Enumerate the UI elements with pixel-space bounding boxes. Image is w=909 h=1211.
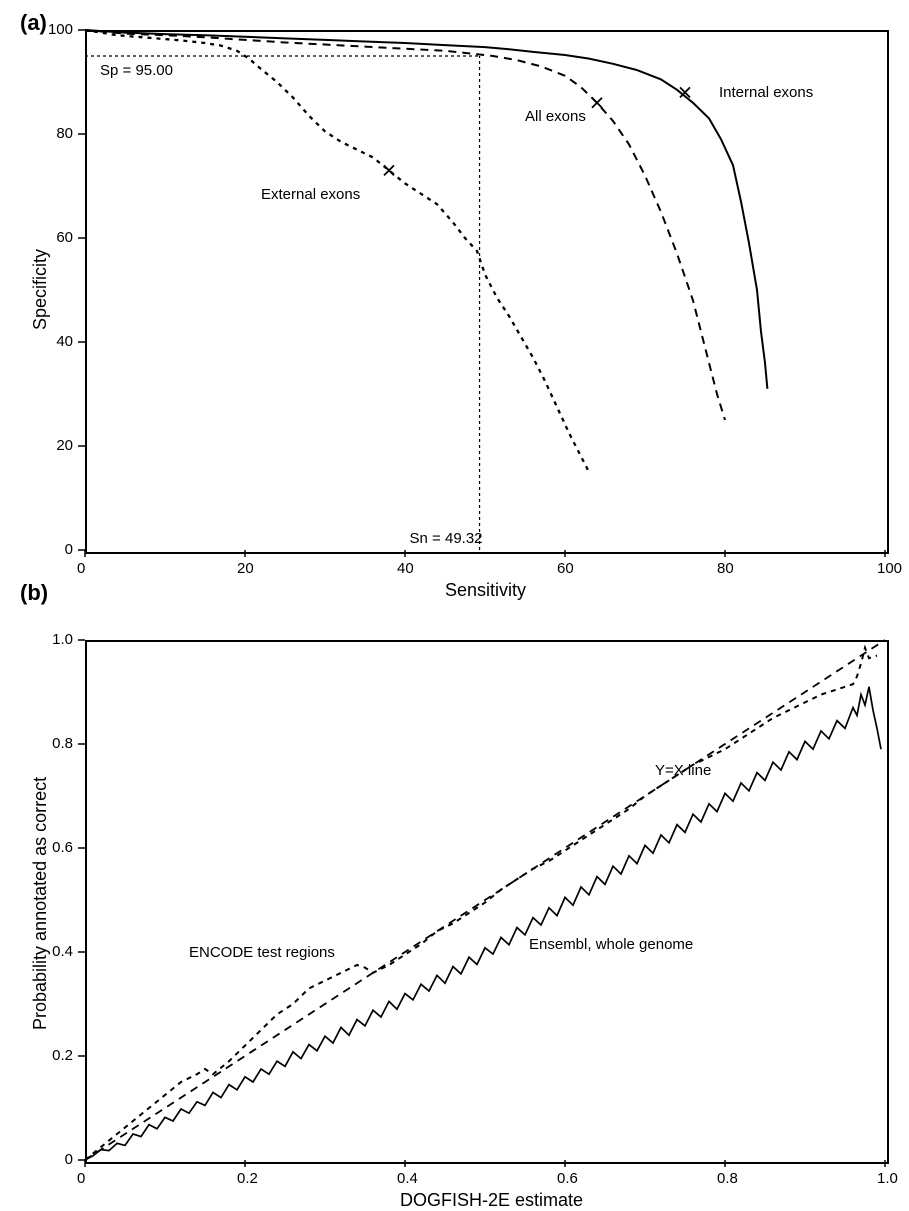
- panel-b-svg: [0, 0, 909, 1200]
- xtick-label: 20: [237, 560, 254, 577]
- ytick-label: 0.6: [52, 839, 73, 856]
- ytick-label: 60: [56, 229, 73, 246]
- ytick-label: 100: [48, 21, 73, 38]
- ytick-label: 80: [56, 125, 73, 142]
- ytick-label: 0: [65, 541, 73, 558]
- ytick-label: 0.4: [52, 943, 73, 960]
- figure: (a) Sensitivity Specificity Sp = 95.00 S…: [0, 0, 909, 1200]
- ytick-label: 1.0: [52, 631, 73, 648]
- xtick-label: 100: [877, 560, 902, 577]
- panel-b-ylabel: Probability annotated as correct: [30, 777, 51, 1030]
- xtick-label: 40: [397, 560, 414, 577]
- series-yx: [85, 640, 885, 1160]
- ytick-label: 40: [56, 333, 73, 350]
- yx-line-label: Y=X line: [655, 762, 711, 779]
- encode-label: ENCODE test regions: [189, 944, 335, 961]
- xtick-label: 0.6: [557, 1170, 578, 1187]
- ensembl-label: Ensembl, whole genome: [529, 936, 693, 953]
- ytick-label: 0.2: [52, 1047, 73, 1064]
- xtick-label: 1.0: [877, 1170, 898, 1187]
- panel-b-xlabel: DOGFISH-2E estimate: [400, 1190, 583, 1211]
- xtick-label: 60: [557, 560, 574, 577]
- series-ensembl: [85, 687, 881, 1160]
- xtick-label: 0: [77, 1170, 85, 1187]
- ytick-label: 0: [65, 1151, 73, 1168]
- xtick-label: 0.4: [397, 1170, 418, 1187]
- xtick-label: 80: [717, 560, 734, 577]
- xtick-label: 0: [77, 560, 85, 577]
- ytick-label: 20: [56, 437, 73, 454]
- xtick-label: 0.8: [717, 1170, 738, 1187]
- ytick-label: 0.8: [52, 735, 73, 752]
- xtick-label: 0.2: [237, 1170, 258, 1187]
